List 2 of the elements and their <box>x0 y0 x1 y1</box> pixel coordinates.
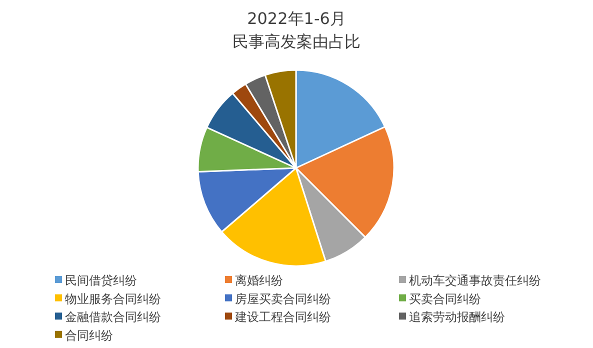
subtitle: 民事高发案由占比 <box>232 32 360 51</box>
title: 2022年1-6月 <box>247 9 346 28</box>
